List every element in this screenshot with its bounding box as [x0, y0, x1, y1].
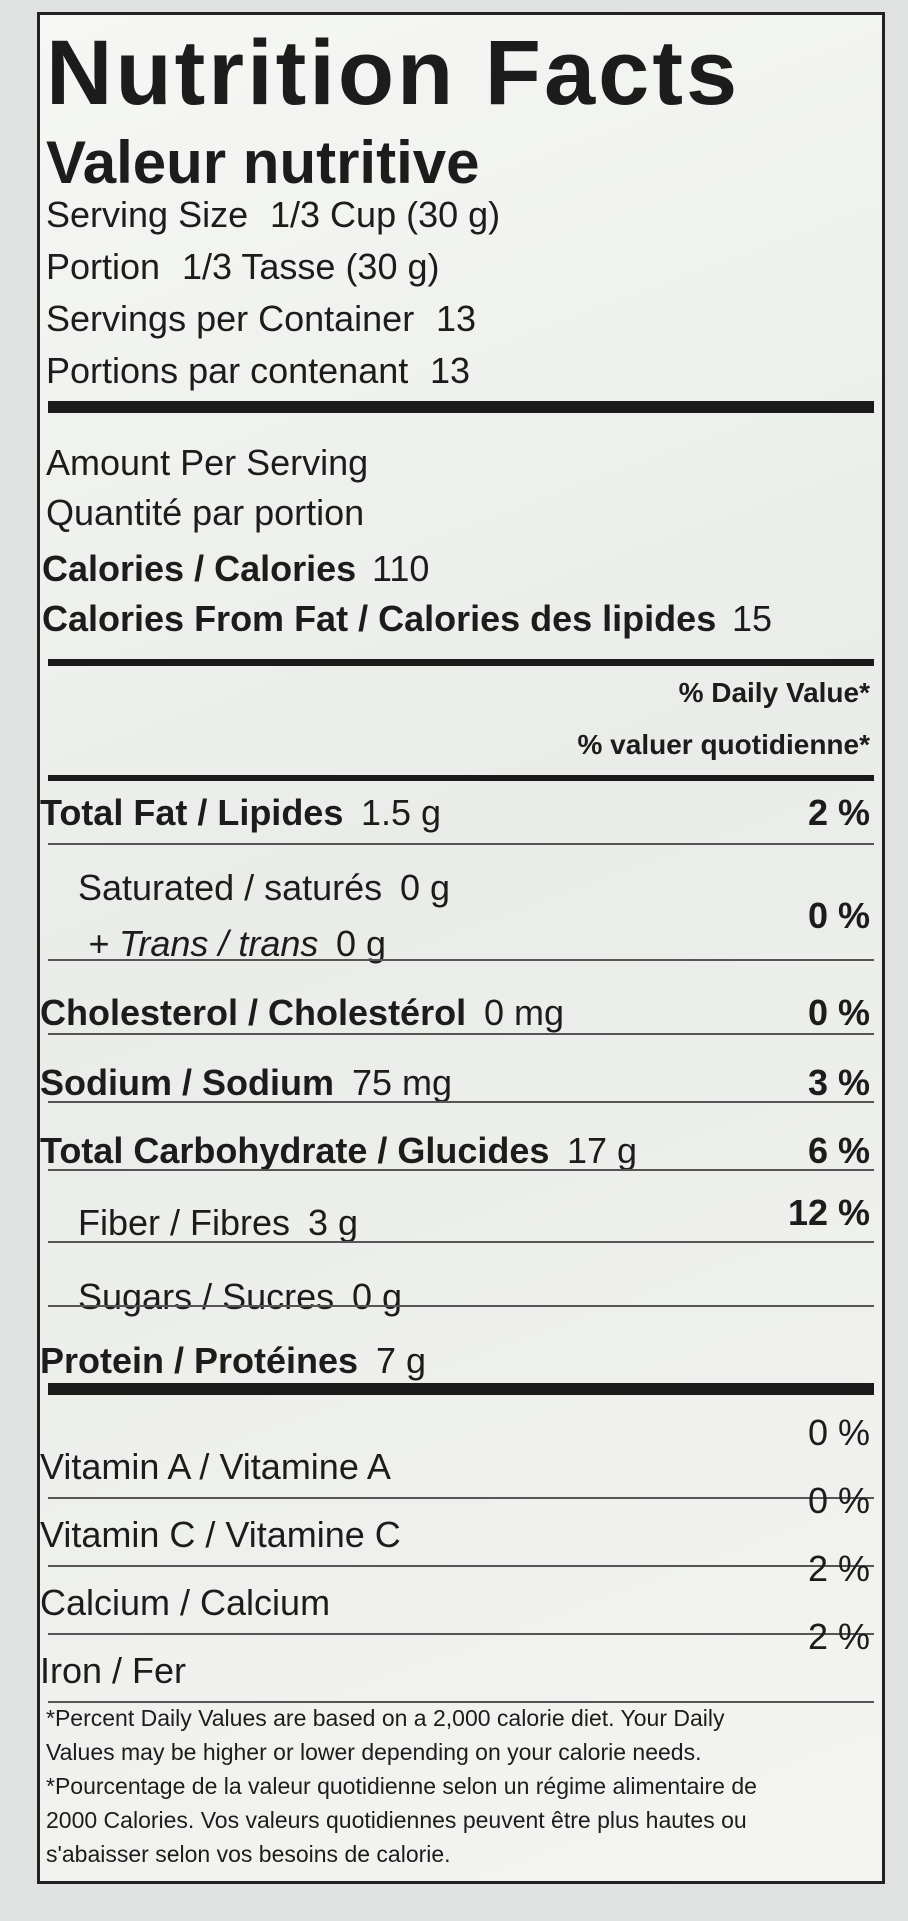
serving-value: 1/3 Cup (30 g) [270, 194, 501, 235]
daily-value: 3 % [807, 1062, 870, 1103]
divider [48, 1101, 874, 1103]
subtitle: Valeur nutritive [46, 129, 480, 196]
serving-label: Servings per Container [46, 298, 415, 339]
nutrient-label: Protein / Protéines [40, 1340, 359, 1381]
serving-label: Portions par contenant [46, 350, 409, 391]
serving-label: Serving Size [46, 194, 249, 235]
nutrient-value: 17 g [567, 1130, 638, 1171]
daily-value: 12 % [787, 1192, 870, 1233]
nutrient-value: 0 g [336, 923, 387, 964]
footnote: Values may be higher or lower depending … [46, 1739, 702, 1765]
divider [48, 1565, 874, 1567]
dv-header: % valuer quotidienne* [577, 729, 871, 760]
divider [48, 1701, 874, 1703]
daily-value: 0 % [807, 992, 870, 1033]
nutrient-label: Total Fat / Lipides [40, 792, 344, 833]
rule [48, 1383, 874, 1395]
calories-label: Calories / Calories [42, 548, 357, 589]
vitamin-value: 2 % [807, 1548, 870, 1589]
nutrient-label: Cholesterol / Cholestérol [40, 992, 467, 1033]
serving-label: Portion [46, 246, 161, 287]
serving-value: 13 [436, 298, 477, 339]
nutrient-value: 75 mg [352, 1062, 453, 1103]
daily-value: 6 % [807, 1130, 870, 1171]
nutrient-label: + Trans / trans [88, 923, 319, 964]
divider [48, 1633, 874, 1635]
vitamin-value: 2 % [807, 1616, 870, 1657]
divider [48, 1169, 874, 1171]
calories-value: 110 [372, 548, 430, 589]
nutrient-label: Total Carbohydrate / Glucides [40, 1130, 550, 1171]
footnote: *Pourcentage de la valeur quotidienne se… [46, 1773, 757, 1799]
divider [48, 1033, 874, 1035]
title: Nutrition Facts [46, 22, 741, 124]
divider [48, 1305, 874, 1307]
divider [48, 843, 874, 845]
vitamin-label: Calcium / Calcium [40, 1582, 331, 1623]
divider [48, 1241, 874, 1243]
nutrient-label: Fiber / Fibres [78, 1202, 291, 1243]
divider [48, 959, 874, 961]
vitamin-label: Iron / Fer [40, 1650, 187, 1691]
amount-heading: Amount Per Serving [46, 442, 369, 483]
fat-calories-value: 15 [732, 598, 773, 639]
daily-value: 0 % [807, 895, 870, 936]
serving-value: 13 [430, 350, 471, 391]
rule [48, 401, 874, 413]
nutrient-value: 1.5 g [361, 792, 442, 833]
vitamin-value: 0 % [807, 1480, 870, 1521]
fat-calories-label: Calories From Fat / Calories des lipides [42, 598, 717, 639]
vitamin-value: 0 % [807, 1412, 870, 1453]
nutrient-label: Sugars / Sucres [78, 1276, 335, 1317]
nutrient-value: 0 g [352, 1276, 403, 1317]
daily-value: 2 % [807, 792, 870, 833]
footnote: *Percent Daily Values are based on a 2,0… [46, 1705, 725, 1731]
footnote: s'abaisser selon vos besoins de calorie. [46, 1841, 451, 1867]
footnote: 2000 Calories. Vos valeurs quotidiennes … [46, 1807, 747, 1833]
rule [48, 775, 874, 781]
nutrition-label: Nutrition Facts Valeur nutritive Serving… [37, 12, 885, 1884]
divider [48, 1497, 874, 1499]
nutrient-label: Saturated / saturés [78, 867, 383, 908]
amount-heading: Quantité par portion [46, 492, 365, 533]
serving-value: 1/3 Tasse (30 g) [182, 246, 440, 287]
nutrient-label: Sodium / Sodium [40, 1062, 334, 1103]
nutrient-value: 3 g [308, 1202, 359, 1243]
dv-header: % Daily Value* [678, 677, 870, 708]
nutrient-value: 0 g [400, 867, 451, 908]
vitamin-label: Vitamin C / Vitamine C [40, 1514, 401, 1555]
vitamin-label: Vitamin A / Vitamine A [40, 1446, 391, 1487]
nutrient-value: 7 g [376, 1340, 427, 1381]
nutrient-value: 0 mg [484, 992, 565, 1033]
rule [48, 659, 874, 666]
